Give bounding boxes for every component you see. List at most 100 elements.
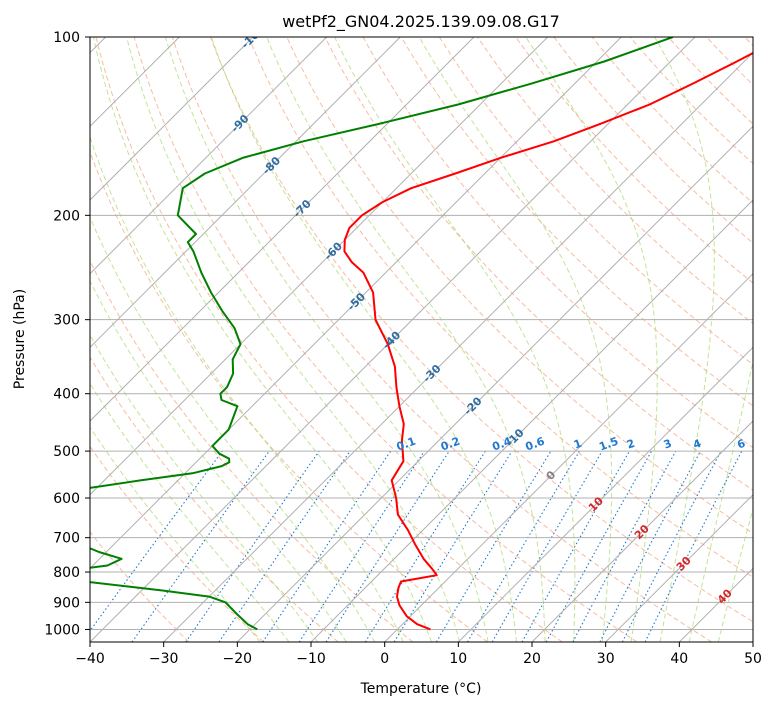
x-tick-label: 20 [523, 651, 541, 667]
mixing-ratio-line [325, 450, 450, 642]
moist-adiabat [90, 215, 376, 642]
moist-adiabat [90, 382, 290, 642]
mixing-ratio-label: 0.4 [491, 435, 514, 454]
dry-adiabat [362, 37, 753, 449]
moist-adiabat [164, 37, 489, 642]
moist-adiabat [525, 37, 658, 642]
isotherm-line [457, 346, 753, 642]
inner-labels: -100-90-80-70-60-50-40-30-20-10010203040… [228, 37, 773, 607]
mixing-ratio-label: 0.1 [395, 435, 418, 454]
mixing-ratio-line [90, 450, 223, 632]
moist-adiabat [334, 37, 576, 642]
mixing-ratio-line [435, 450, 552, 642]
y-tick-label: 100 [53, 30, 80, 46]
isotherm-line [163, 51, 753, 642]
dry-adiabat [90, 356, 339, 642]
isotherm-line [90, 37, 401, 349]
dry-adiabat [706, 37, 753, 86]
mixing-ratio-line [545, 450, 653, 642]
dry-adiabat [668, 37, 753, 125]
mixing-ratio-label: 8 [761, 437, 773, 452]
y-tick-label: 500 [53, 444, 80, 460]
moist-adiabat [90, 135, 404, 642]
mixing-ratio-line [131, 450, 270, 642]
mixing-ratio-label: 6 [735, 437, 747, 452]
moist-adiabat [210, 37, 517, 642]
x-tick-label: 40 [670, 651, 688, 667]
y-tick-label: 700 [53, 531, 80, 547]
isotherm-line [678, 567, 753, 642]
isotherm-line [90, 37, 549, 496]
moist-adiabat [92, 37, 432, 642]
dry-adiabat [286, 37, 753, 534]
y-tick-label: 900 [53, 595, 80, 611]
moist-adiabat [90, 426, 261, 642]
y-tick-label: 800 [53, 565, 80, 581]
isotherm-line [384, 272, 753, 642]
plot-grid [90, 37, 753, 642]
mixing-ratio-label: 1 [572, 437, 584, 452]
isotherm-line [90, 37, 475, 422]
isotherm-line [90, 37, 254, 201]
mixing-ratio-line [393, 450, 513, 642]
mixing-ratio-line [621, 450, 722, 642]
dry-adiabat [95, 37, 563, 642]
mixing-ratio-line [599, 450, 701, 642]
moist-adiabat [654, 37, 715, 642]
mixing-ratio-line [218, 450, 351, 642]
moist-adiabat [266, 37, 546, 642]
moist-adiabat [126, 37, 461, 642]
mixing-ratio-label: 1.5 [597, 435, 620, 454]
mixing-ratio-label: 2 [625, 437, 637, 452]
isotherm-line [752, 641, 753, 642]
dry-adiabat [171, 37, 712, 642]
x-axis-title: Temperature (°C) [360, 681, 482, 697]
isotherm-line [90, 37, 622, 570]
dry-adiabat [515, 37, 753, 284]
x-tick-label: −10 [296, 651, 326, 667]
moist-adiabat [90, 334, 319, 642]
dewpoint-profile-line [90, 37, 674, 631]
x-tick-label: 50 [744, 651, 762, 667]
dry-adiabat [210, 37, 753, 623]
chart-title: wetPf2_GN04.2025.139.09.08.G17 [282, 12, 560, 32]
isotherm-line [531, 420, 753, 642]
dry-adiabat [324, 37, 753, 491]
plot-frame [89, 36, 754, 643]
moist-adiabat [418, 37, 613, 642]
dry-adiabat [90, 150, 488, 642]
dry-adiabat [591, 37, 753, 204]
y-tick-label: 400 [53, 387, 80, 403]
dry-adiabat [744, 37, 753, 47]
isotherm-line [605, 493, 753, 642]
isotherm-line [90, 37, 696, 642]
dry-adiabat [90, 259, 414, 642]
dry-adiabat [90, 531, 190, 642]
mixing-ratio-label: 4 [691, 437, 703, 452]
y-tick-label: 300 [53, 313, 80, 329]
dry-adiabat [133, 37, 638, 642]
temperature-profile-line [343, 51, 753, 631]
axes: −40 −30 −20 −10 0 10 20 30 40 5010020030040050060… [44, 30, 762, 667]
isotherm-line [310, 199, 753, 642]
y-tick-label: 1000 [44, 622, 80, 638]
isotherm-line [236, 125, 753, 642]
moist-adiabat [688, 358, 753, 642]
mixing-ratio-line [572, 450, 677, 642]
x-tick-label: 10 [449, 651, 467, 667]
mixing-ratio-line [185, 450, 320, 642]
mixing-ratio-label: 0.6 [524, 435, 547, 454]
mixing-ratio-line [644, 450, 743, 642]
dry-adiabat [90, 445, 264, 642]
mixing-ratio-label: 0.2 [439, 435, 462, 454]
dry-adiabat [400, 37, 753, 407]
dry-adiabat [477, 37, 753, 325]
x-tick-label: 30 [597, 651, 615, 667]
data-series [90, 37, 753, 631]
dry-adiabat [438, 37, 753, 365]
isotherm-line [90, 37, 328, 275]
x-tick-label: 0 [380, 651, 389, 667]
moist-adiabat [717, 506, 753, 642]
dry-adiabat [248, 37, 753, 578]
